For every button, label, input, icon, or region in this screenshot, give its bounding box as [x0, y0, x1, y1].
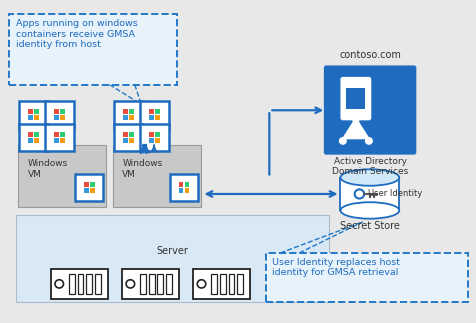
FancyBboxPatch shape — [178, 182, 183, 187]
FancyBboxPatch shape — [9, 14, 177, 85]
FancyBboxPatch shape — [114, 124, 142, 151]
FancyBboxPatch shape — [184, 188, 189, 193]
FancyBboxPatch shape — [122, 132, 128, 137]
FancyBboxPatch shape — [16, 214, 328, 302]
FancyBboxPatch shape — [155, 109, 160, 114]
FancyBboxPatch shape — [114, 101, 142, 129]
FancyBboxPatch shape — [34, 109, 39, 114]
Bar — [228, 274, 234, 294]
Text: User Identity: User Identity — [367, 190, 421, 198]
Ellipse shape — [340, 202, 398, 219]
FancyBboxPatch shape — [155, 132, 160, 137]
FancyBboxPatch shape — [60, 115, 65, 120]
FancyBboxPatch shape — [51, 269, 108, 299]
FancyBboxPatch shape — [60, 138, 65, 143]
FancyBboxPatch shape — [45, 101, 74, 129]
FancyBboxPatch shape — [83, 182, 89, 187]
FancyBboxPatch shape — [18, 145, 106, 207]
FancyBboxPatch shape — [54, 138, 59, 143]
FancyBboxPatch shape — [170, 174, 198, 201]
Text: Secret Store: Secret Store — [339, 221, 399, 231]
FancyBboxPatch shape — [34, 138, 39, 143]
Bar — [95, 274, 100, 294]
FancyBboxPatch shape — [89, 182, 94, 187]
Bar — [86, 274, 92, 294]
FancyBboxPatch shape — [54, 115, 59, 120]
FancyBboxPatch shape — [34, 115, 39, 120]
FancyBboxPatch shape — [129, 109, 134, 114]
Bar — [166, 274, 171, 294]
FancyBboxPatch shape — [20, 124, 48, 151]
Circle shape — [352, 116, 358, 122]
Bar — [69, 274, 75, 294]
Ellipse shape — [340, 169, 398, 186]
FancyBboxPatch shape — [140, 124, 169, 151]
FancyBboxPatch shape — [149, 132, 154, 137]
FancyBboxPatch shape — [193, 269, 250, 299]
Text: User Identity replaces host
identity for GMSA retrieval: User Identity replaces host identity for… — [271, 257, 399, 277]
FancyBboxPatch shape — [28, 138, 33, 143]
Bar — [140, 274, 146, 294]
Text: Server: Server — [156, 246, 188, 256]
FancyBboxPatch shape — [54, 132, 59, 137]
Bar — [157, 274, 163, 294]
FancyBboxPatch shape — [340, 77, 370, 120]
FancyBboxPatch shape — [155, 115, 160, 120]
FancyBboxPatch shape — [28, 132, 33, 137]
Circle shape — [365, 138, 371, 144]
FancyBboxPatch shape — [178, 188, 183, 193]
Bar — [211, 274, 217, 294]
FancyBboxPatch shape — [75, 174, 103, 201]
Text: Apps running on windows
containers receive GMSA
identity from host: Apps running on windows containers recei… — [16, 19, 137, 49]
FancyBboxPatch shape — [20, 101, 48, 129]
Bar — [219, 274, 225, 294]
FancyBboxPatch shape — [149, 138, 154, 143]
FancyBboxPatch shape — [340, 178, 398, 211]
FancyBboxPatch shape — [122, 115, 128, 120]
Bar — [149, 274, 154, 294]
FancyBboxPatch shape — [149, 115, 154, 120]
Bar — [78, 274, 83, 294]
FancyBboxPatch shape — [60, 132, 65, 137]
Polygon shape — [342, 118, 368, 139]
FancyBboxPatch shape — [346, 88, 364, 109]
FancyBboxPatch shape — [113, 145, 200, 207]
Text: Windows
VM: Windows VM — [28, 159, 68, 179]
FancyBboxPatch shape — [34, 132, 39, 137]
FancyBboxPatch shape — [266, 253, 466, 302]
FancyBboxPatch shape — [28, 109, 33, 114]
FancyBboxPatch shape — [155, 138, 160, 143]
FancyBboxPatch shape — [129, 138, 134, 143]
FancyBboxPatch shape — [129, 115, 134, 120]
Circle shape — [339, 138, 346, 144]
Text: contoso.com: contoso.com — [338, 50, 400, 60]
FancyBboxPatch shape — [83, 188, 89, 193]
FancyBboxPatch shape — [28, 115, 33, 120]
Bar — [237, 274, 242, 294]
Text: Active Directory
Domain Services: Active Directory Domain Services — [331, 157, 407, 176]
FancyBboxPatch shape — [184, 182, 189, 187]
FancyBboxPatch shape — [122, 269, 179, 299]
FancyBboxPatch shape — [122, 109, 128, 114]
FancyBboxPatch shape — [60, 109, 65, 114]
FancyBboxPatch shape — [149, 109, 154, 114]
FancyBboxPatch shape — [140, 101, 169, 129]
Text: Windows
VM: Windows VM — [122, 159, 162, 179]
FancyBboxPatch shape — [45, 124, 74, 151]
FancyBboxPatch shape — [122, 138, 128, 143]
FancyBboxPatch shape — [323, 66, 416, 155]
FancyBboxPatch shape — [89, 188, 94, 193]
FancyBboxPatch shape — [129, 132, 134, 137]
FancyBboxPatch shape — [54, 109, 59, 114]
